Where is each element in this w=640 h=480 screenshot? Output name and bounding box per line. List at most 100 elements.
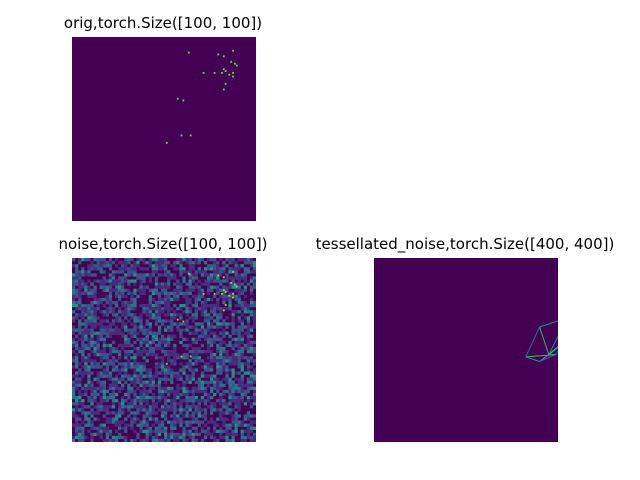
noise-cell xyxy=(90,383,94,387)
noise-cell xyxy=(145,371,149,375)
noise-cell xyxy=(176,307,180,311)
noise-cell xyxy=(87,322,91,326)
noise-cell xyxy=(90,435,94,440)
noise-cell xyxy=(93,325,97,329)
noise-cell xyxy=(213,340,217,345)
noise-cell xyxy=(96,307,100,311)
noise-cell xyxy=(176,420,180,424)
noise-cell xyxy=(99,328,103,332)
noise-cell xyxy=(170,297,174,302)
noise-cell xyxy=(93,417,97,421)
noise-cell xyxy=(185,438,189,442)
noise-cell xyxy=(200,359,205,363)
noise-cell xyxy=(72,276,76,280)
noise-cell xyxy=(194,258,198,262)
noise-cell xyxy=(127,350,131,354)
noise-cell xyxy=(249,288,254,292)
noise-cell xyxy=(124,371,128,375)
noise-cell xyxy=(216,438,220,442)
noise-cell xyxy=(72,288,76,292)
noise-cell xyxy=(108,291,113,295)
noise-cell xyxy=(213,377,217,381)
noise-cell xyxy=(213,264,217,268)
noise-point xyxy=(232,296,234,299)
noise-cell xyxy=(87,267,91,271)
noise-cell xyxy=(142,399,146,403)
noise-cell xyxy=(210,389,214,394)
noise-cell xyxy=(75,356,79,360)
noise-cell xyxy=(197,307,201,311)
noise-cell xyxy=(228,322,232,326)
noise-cell xyxy=(170,337,174,341)
noise-cell xyxy=(133,411,137,415)
noise-cell xyxy=(210,331,214,335)
noise-cell xyxy=(170,432,174,437)
noise-cell xyxy=(191,377,195,381)
noise-cell xyxy=(136,432,140,437)
noise-cell xyxy=(164,402,168,406)
noise-cell xyxy=(225,273,229,277)
noise-cell xyxy=(240,337,244,341)
noise-cell xyxy=(139,282,143,286)
noise-cell xyxy=(185,399,189,403)
noise-cell xyxy=(160,362,165,366)
noise-cell xyxy=(154,374,159,378)
noise-cell xyxy=(102,343,106,348)
noise-cell xyxy=(151,270,155,274)
noise-cell xyxy=(148,328,152,332)
noise-cell xyxy=(243,423,247,427)
noise-cell xyxy=(105,307,109,311)
noise-cell xyxy=(206,346,211,351)
noise-cell xyxy=(105,362,109,366)
noise-cell xyxy=(240,282,244,286)
noise-cell xyxy=(167,405,171,409)
noise-cell xyxy=(225,426,229,430)
noise-cell xyxy=(231,313,235,317)
noise-cell xyxy=(157,310,162,314)
noise-cell xyxy=(151,423,155,427)
noise-cell xyxy=(167,294,171,299)
noise-cell xyxy=(75,359,79,363)
noise-cell xyxy=(219,356,223,360)
noise-cell xyxy=(234,417,238,421)
noise-cell xyxy=(206,279,211,283)
noise-cell xyxy=(194,285,198,289)
noise-cell xyxy=(124,279,128,283)
noise-cell xyxy=(124,267,128,271)
noise-cell xyxy=(188,297,192,302)
noise-cell xyxy=(102,392,106,397)
noise-cell xyxy=(151,273,155,277)
noise-cell xyxy=(148,350,152,354)
noise-cell xyxy=(170,414,174,418)
noise-cell xyxy=(249,285,254,289)
noise-cell xyxy=(108,377,113,381)
noise-cell xyxy=(213,426,217,430)
noise-cell xyxy=(182,438,186,442)
noise-cell xyxy=(231,337,235,341)
noise-cell xyxy=(252,389,256,394)
orig-point xyxy=(232,71,234,74)
noise-cell xyxy=(99,300,103,305)
noise-cell xyxy=(90,426,94,430)
noise-cell xyxy=(216,383,220,387)
noise-cell xyxy=(234,270,238,274)
noise-cell xyxy=(114,300,119,305)
noise-cell xyxy=(182,399,186,403)
noise-cell xyxy=(78,304,82,308)
noise-cell xyxy=(246,325,251,329)
noise-cell xyxy=(111,420,116,424)
noise-cell xyxy=(102,423,106,427)
noise-cell xyxy=(118,362,122,366)
noise-cell xyxy=(148,273,152,277)
noise-cell xyxy=(194,273,198,277)
noise-cell xyxy=(231,331,235,335)
noise-cell xyxy=(237,288,241,292)
noise-cell xyxy=(185,414,189,418)
noise-cell xyxy=(157,371,162,375)
noise-cell xyxy=(188,389,192,394)
noise-cell xyxy=(90,328,94,332)
noise-cell xyxy=(154,288,159,292)
noise-cell xyxy=(93,316,97,320)
noise-cell xyxy=(121,343,125,348)
noise-cell xyxy=(118,291,122,295)
